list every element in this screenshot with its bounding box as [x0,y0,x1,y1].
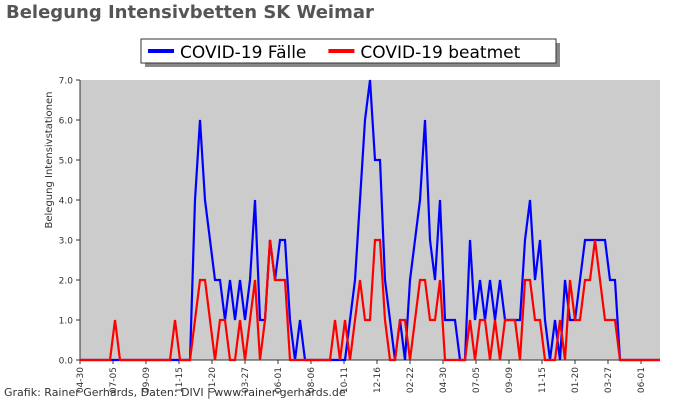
y-tick-label: 4.0 [59,197,74,207]
y-tick-label: 2.0 [59,277,74,287]
x-tick-label: 12-16 [373,367,383,393]
x-tick-label: 06-01 [637,367,647,393]
x-tick-label: 03-27 [604,367,614,393]
x-tick-label: 10-11 [340,367,350,393]
legend-label: COVID-19 beatmet [360,43,520,63]
x-tick-label: 07-05 [109,367,119,393]
legend-label: COVID-19 Fälle [180,43,306,63]
x-tick-label: 01-20 [571,367,581,393]
x-tick-label: 07-05 [472,367,482,393]
x-tick-label: 08-06 [307,367,317,393]
y-tick-label: 7.0 [59,77,74,87]
x-tick-label: 09-09 [505,367,515,393]
legend: COVID-19 Fälle COVID-19 beatmet [140,38,560,67]
line-series [80,79,660,362]
footer: Grafik: Rainer Gerhards, Daten: DIVI | w… [4,386,346,399]
x-tick-label: 02-22 [406,367,416,393]
x-tick-label: 06-01 [274,367,284,393]
y-tick-label: 6.0 [59,117,74,127]
line-series [80,238,660,362]
y-tick-label: 1.0 [59,317,74,327]
x-tick-label: 03-27 [241,367,251,393]
y-tick-label: 3.0 [59,237,74,247]
x-tick-label: 11-15 [175,367,185,393]
chart-title: Belegung Intensivbetten SK Weimar [6,2,374,23]
x-tick-label: 09-09 [142,367,152,393]
y-tick-label: 5.0 [59,157,74,167]
x-tick-label: 04-30 [439,367,449,393]
x-tick-label: 11-15 [538,367,548,393]
y-tick-label: 0.0 [59,357,74,367]
x-tick-label: 04-30 [76,367,86,393]
x-tick-label: 01-20 [208,367,218,393]
y-axis-label: Belegung Intensivstationen [44,91,55,228]
